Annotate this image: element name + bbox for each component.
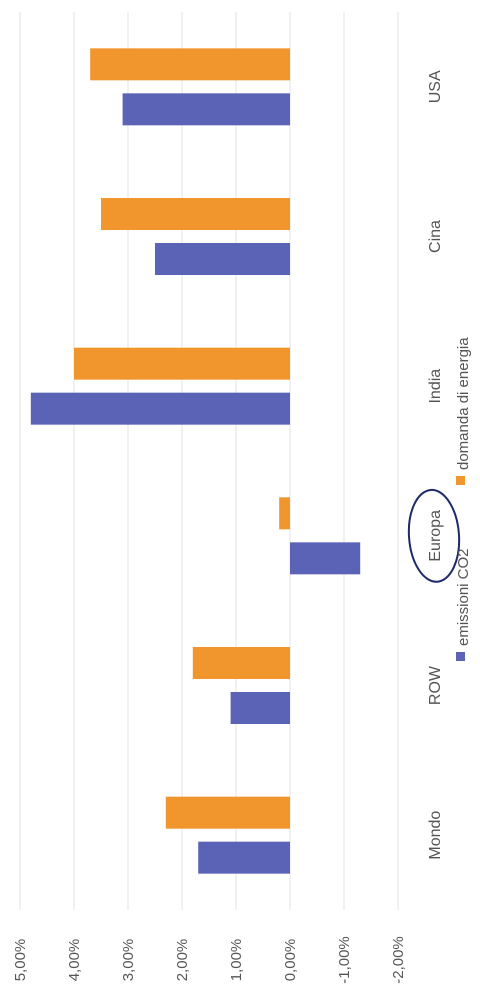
bar-emissioni-mondo xyxy=(198,841,290,874)
bar-domanda-mondo xyxy=(165,796,290,829)
category-label-row: ROW xyxy=(427,665,444,705)
category-label-mondo: Mondo xyxy=(427,811,444,860)
bar-emissioni-india xyxy=(30,392,291,425)
value-axis-ticks: -2,00% -1,00% 0,00% 1,00% 2,00% 3,00% 4,00% 5,0… xyxy=(12,936,407,984)
category-label-india: India xyxy=(427,369,444,404)
legend: emissioni CO2 domanda di energia xyxy=(455,337,472,661)
bar-emissioni-row xyxy=(230,692,290,724)
tick-label: 5,00% xyxy=(12,939,29,982)
bar-domanda-cina xyxy=(101,198,290,230)
legend-swatch-emissioni xyxy=(456,652,465,661)
tick-label: -1,00% xyxy=(336,936,353,984)
category-labels: USA Cina India Europa ROW Mondo xyxy=(407,70,461,860)
category-label-europa: Europa xyxy=(427,510,444,562)
tick-label: 2,00% xyxy=(174,939,191,982)
bar-emissioni-cina xyxy=(155,243,290,275)
bar-domanda-india xyxy=(74,347,290,380)
bar-emissioni-europa xyxy=(290,542,361,575)
bars xyxy=(30,48,361,874)
bar-domanda-europa xyxy=(279,497,290,530)
legend-swatch-domanda xyxy=(456,476,465,485)
legend-label-emissioni: emissioni CO2 xyxy=(455,548,472,646)
tick-label: 3,00% xyxy=(120,939,137,982)
highlight-circle-europa xyxy=(407,488,461,583)
category-label-cina: Cina xyxy=(427,220,444,253)
tick-label: -2,00% xyxy=(390,936,407,984)
bar-domanda-usa xyxy=(90,48,290,81)
legend-label-domanda: domanda di energia xyxy=(455,337,472,470)
gridlines xyxy=(19,12,399,910)
bar-emissioni-usa xyxy=(122,93,290,126)
category-label-usa: USA xyxy=(427,70,444,103)
tick-label: 1,00% xyxy=(228,939,245,982)
bar-domanda-row xyxy=(192,647,290,679)
tick-label: 4,00% xyxy=(66,939,83,982)
tick-label: 0,00% xyxy=(282,939,299,982)
